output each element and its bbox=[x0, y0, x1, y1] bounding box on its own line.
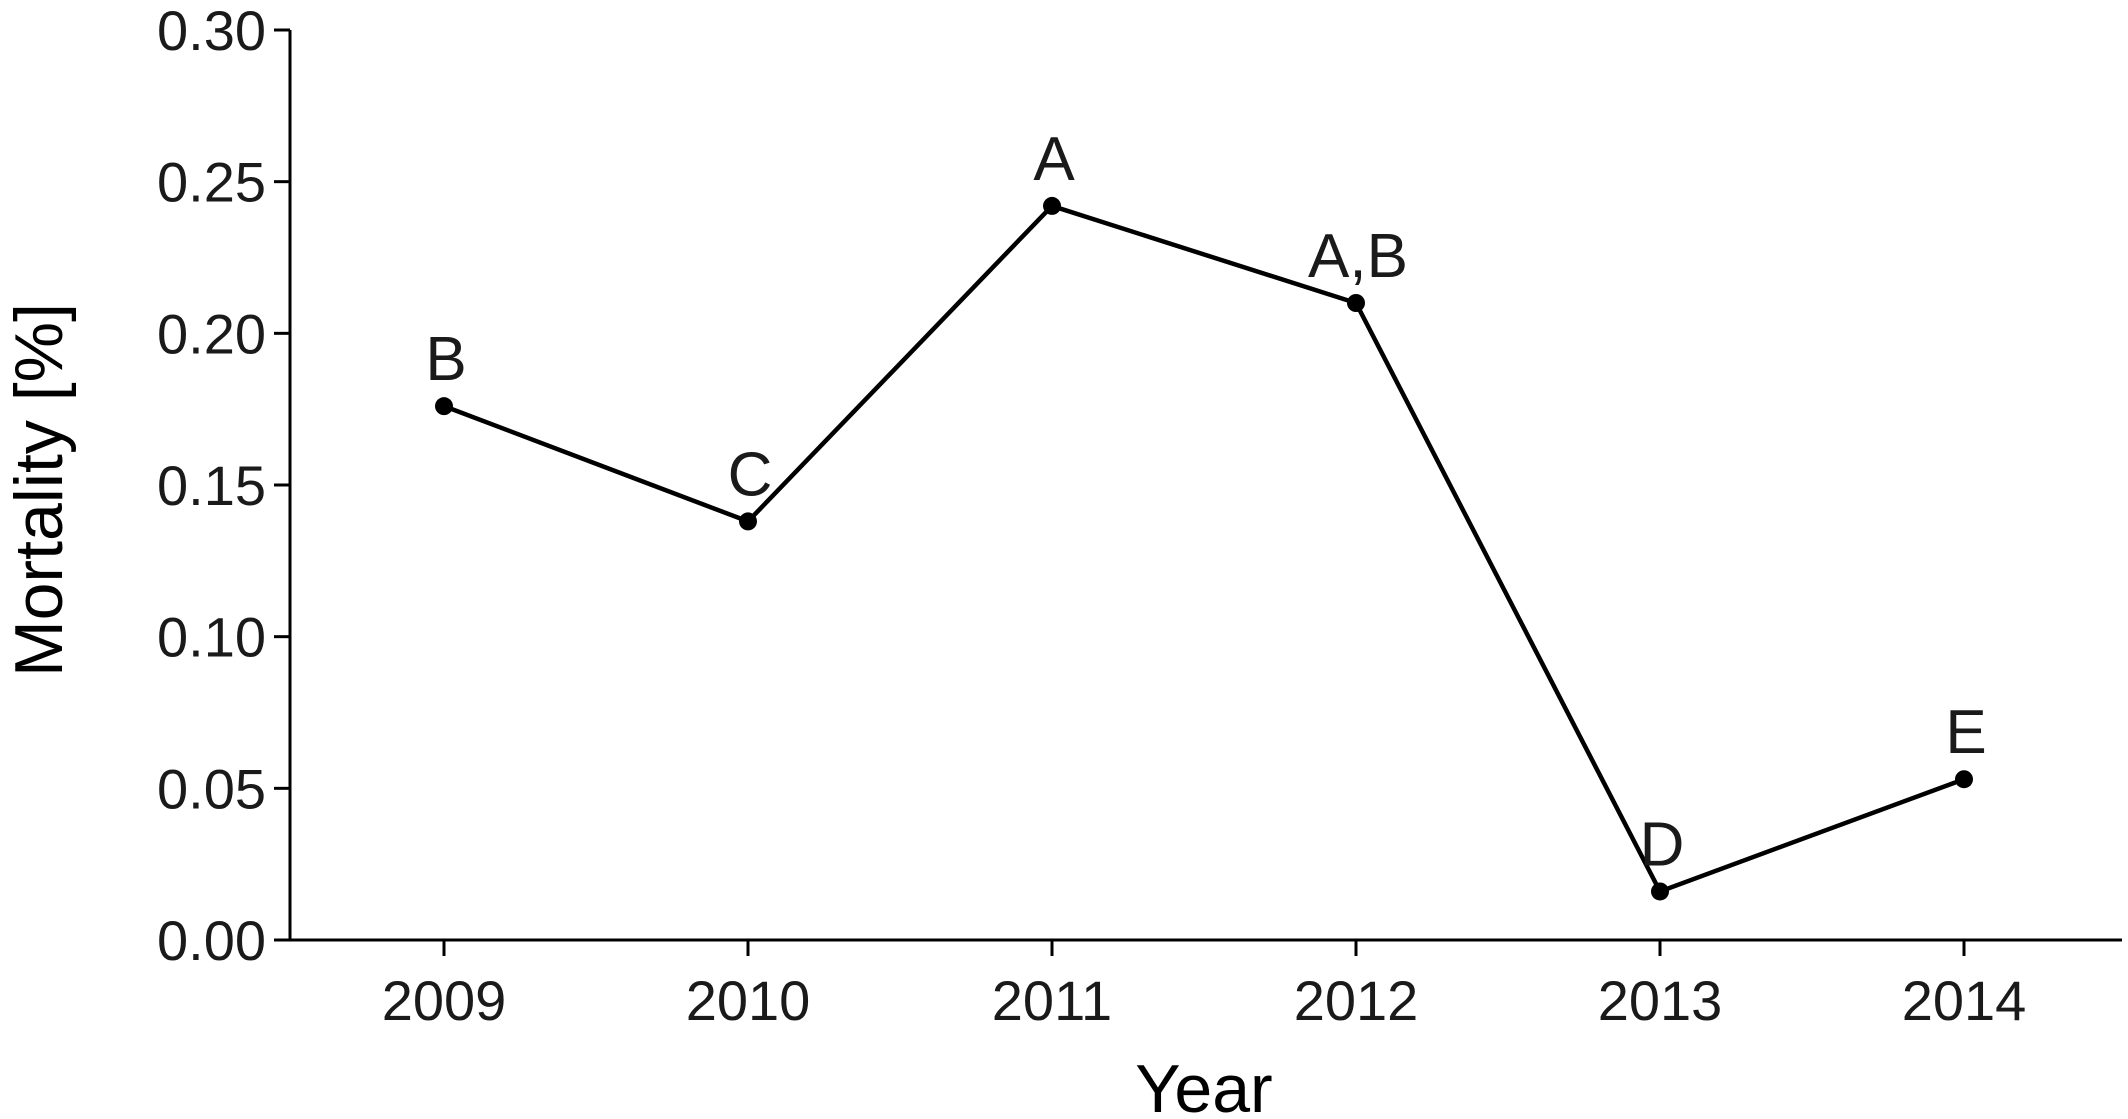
x-tick-label: 2009 bbox=[382, 969, 507, 1032]
y-tick-label: 0.30 bbox=[157, 0, 266, 62]
x-tick-label: 2010 bbox=[686, 969, 811, 1032]
x-tick-label: 2014 bbox=[1902, 969, 2027, 1032]
y-tick-label: 0.05 bbox=[157, 757, 266, 820]
data-point bbox=[1651, 882, 1669, 901]
data-point bbox=[435, 397, 453, 416]
y-axis: 0.00 0.05 0.10 0.15 0.20 0.25 0.30 bbox=[157, 0, 292, 972]
data-point bbox=[1955, 770, 1973, 789]
y-tick-label: 0.15 bbox=[157, 454, 266, 517]
series: B C A A,B D E bbox=[425, 125, 1987, 901]
y-axis-title: Mortality [%] bbox=[1, 303, 77, 677]
x-tick-label: 2013 bbox=[1598, 969, 1723, 1032]
data-point bbox=[1043, 196, 1061, 215]
data-point-label: A bbox=[1033, 125, 1075, 194]
y-tick-label: 0.20 bbox=[157, 302, 266, 365]
data-point-label: E bbox=[1945, 698, 1986, 767]
data-point bbox=[1347, 294, 1365, 312]
data-point bbox=[739, 512, 757, 531]
data-point-label: A,B bbox=[1308, 222, 1408, 291]
series-line bbox=[443, 203, 1965, 894]
y-tick-label: 0.25 bbox=[157, 151, 266, 214]
x-axis: 2009 2010 2011 2012 2013 2014 bbox=[290, 938, 2122, 1032]
data-point-label: D bbox=[1640, 810, 1685, 879]
data-point-label: B bbox=[425, 325, 466, 394]
data-point-label: C bbox=[728, 440, 773, 509]
y-tick-label: 0.00 bbox=[157, 909, 266, 972]
x-axis-title: Year bbox=[1135, 1051, 1272, 1119]
y-tick-label: 0.10 bbox=[157, 606, 266, 669]
x-tick-label: 2011 bbox=[992, 969, 1112, 1032]
x-tick-label: 2012 bbox=[1294, 969, 1419, 1032]
